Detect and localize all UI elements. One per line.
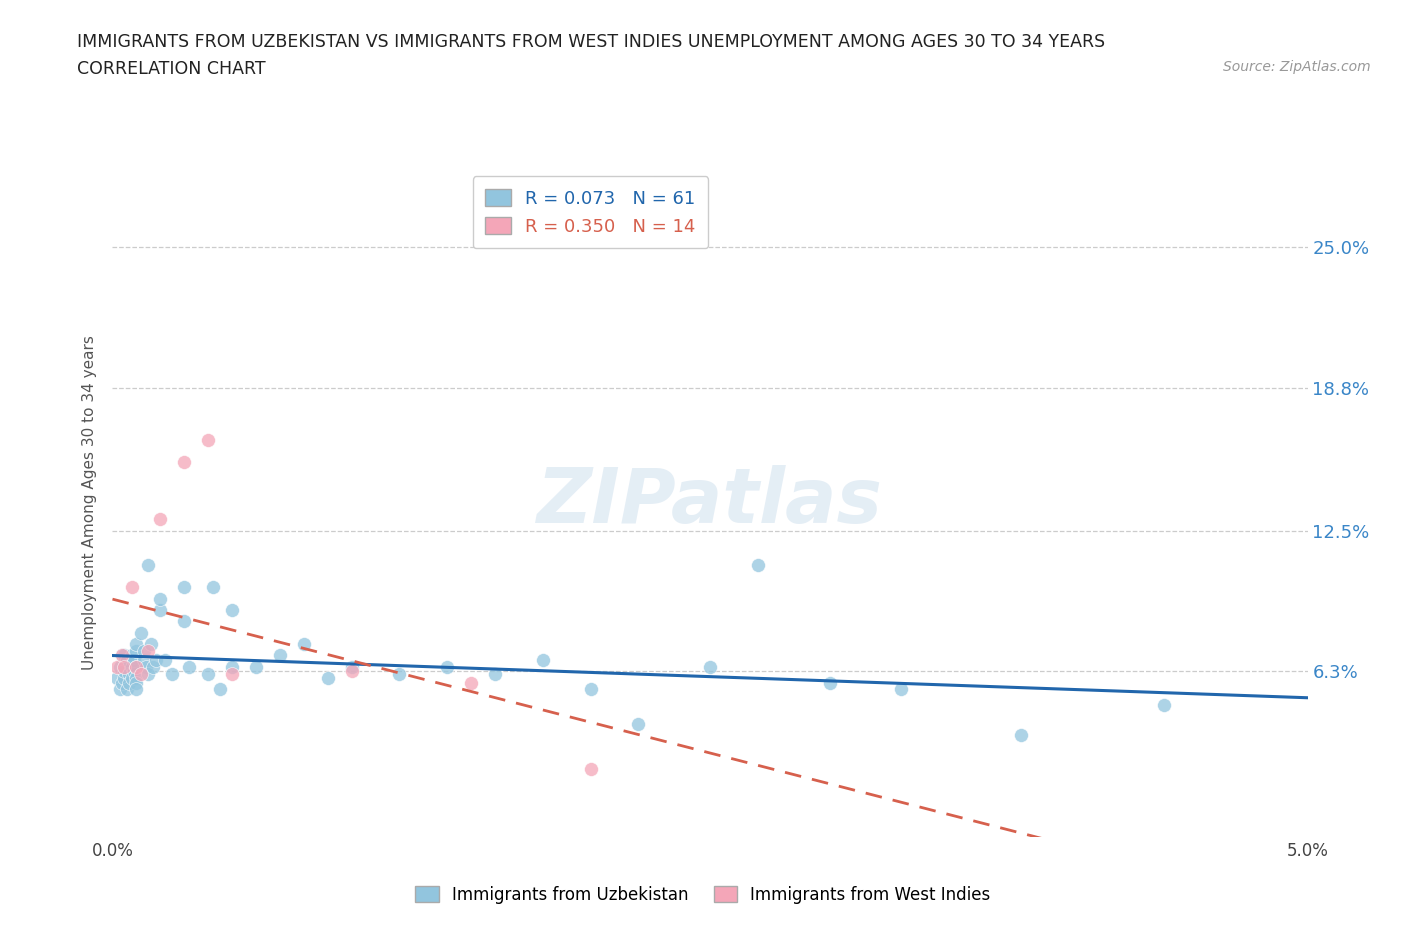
Point — [531, 653, 554, 668]
Point — [316, 671, 339, 685]
Point — [122, 664, 145, 679]
Point — [173, 614, 195, 629]
Point — [121, 648, 143, 663]
Point — [149, 591, 172, 606]
Point — [579, 762, 602, 777]
Point — [388, 666, 411, 681]
Point — [221, 603, 243, 618]
Point — [142, 659, 165, 674]
Point — [122, 653, 145, 668]
Point — [208, 682, 231, 697]
Point — [436, 659, 458, 674]
Point — [138, 644, 160, 658]
Point — [149, 512, 172, 526]
Point — [125, 659, 148, 674]
Point — [173, 580, 195, 595]
Point — [111, 648, 134, 663]
Point — [699, 659, 721, 674]
Point — [818, 675, 841, 690]
Legend: R = 0.073   N = 61, R = 0.350   N = 14: R = 0.073 N = 61, R = 0.350 N = 14 — [472, 177, 709, 248]
Point — [139, 637, 162, 652]
Point — [125, 682, 148, 697]
Point — [108, 659, 131, 674]
Point — [221, 666, 243, 681]
Point — [145, 653, 167, 668]
Point — [111, 648, 134, 663]
Point — [115, 653, 138, 668]
Text: CORRELATION CHART: CORRELATION CHART — [77, 60, 266, 78]
Point — [149, 603, 172, 618]
Point — [132, 644, 155, 658]
Point — [108, 682, 131, 697]
Point — [460, 675, 482, 690]
Point — [125, 675, 148, 690]
Point — [245, 659, 267, 674]
Point — [201, 580, 224, 595]
Point — [627, 716, 650, 731]
Point — [111, 675, 134, 690]
Point — [125, 671, 148, 685]
Point — [114, 664, 135, 679]
Point — [292, 637, 315, 652]
Point — [132, 653, 155, 668]
Point — [173, 455, 195, 470]
Point — [135, 659, 157, 674]
Point — [197, 666, 219, 681]
Point — [138, 666, 160, 681]
Point — [121, 671, 143, 685]
Point — [484, 666, 506, 681]
Point — [177, 659, 200, 674]
Point — [125, 637, 148, 652]
Legend: Immigrants from Uzbekistan, Immigrants from West Indies: Immigrants from Uzbekistan, Immigrants f… — [408, 878, 998, 912]
Point — [118, 675, 141, 690]
Point — [105, 659, 128, 674]
Point — [221, 659, 243, 674]
Point — [129, 666, 152, 681]
Point — [890, 682, 912, 697]
Point — [121, 580, 143, 595]
Point — [121, 659, 143, 674]
Point — [340, 659, 363, 674]
Point — [162, 666, 183, 681]
Point — [197, 432, 219, 447]
Y-axis label: Unemployment Among Ages 30 to 34 years: Unemployment Among Ages 30 to 34 years — [82, 335, 97, 670]
Text: Source: ZipAtlas.com: Source: ZipAtlas.com — [1223, 60, 1371, 74]
Point — [114, 648, 135, 663]
Point — [125, 659, 148, 674]
Point — [105, 671, 128, 685]
Point — [114, 659, 135, 674]
Point — [125, 644, 148, 658]
Point — [1010, 727, 1032, 742]
Point — [153, 653, 176, 668]
Text: ZIPatlas: ZIPatlas — [537, 465, 883, 539]
Point — [138, 557, 160, 572]
Point — [269, 648, 291, 663]
Point — [118, 666, 141, 681]
Point — [115, 682, 138, 697]
Point — [1153, 698, 1175, 712]
Point — [129, 625, 152, 640]
Point — [114, 671, 135, 685]
Point — [340, 664, 363, 679]
Text: IMMIGRANTS FROM UZBEKISTAN VS IMMIGRANTS FROM WEST INDIES UNEMPLOYMENT AMONG AGE: IMMIGRANTS FROM UZBEKISTAN VS IMMIGRANTS… — [77, 33, 1105, 50]
Point — [579, 682, 602, 697]
Point — [747, 557, 769, 572]
